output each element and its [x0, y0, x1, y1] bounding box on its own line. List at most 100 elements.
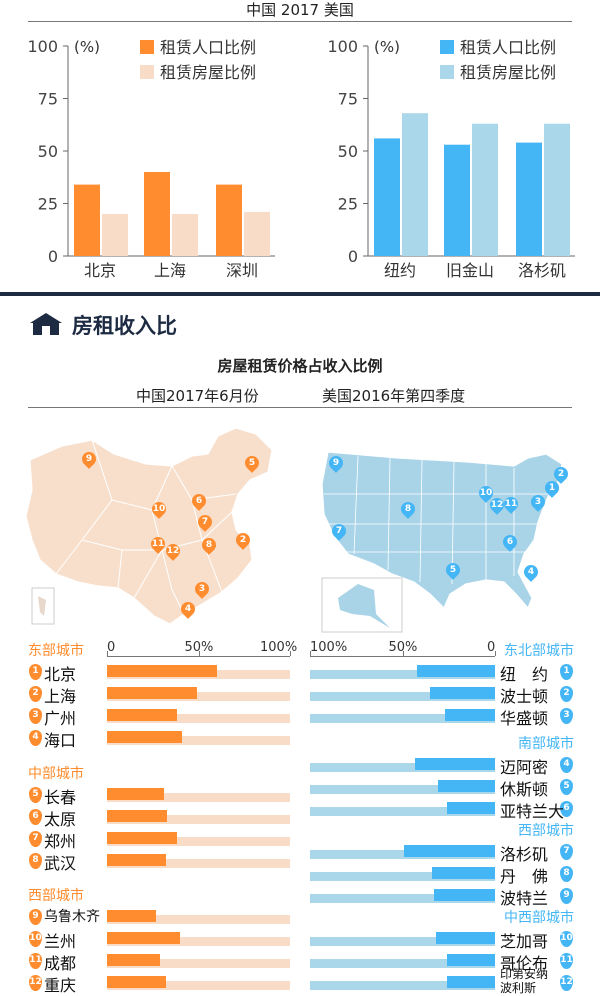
us-y-tick-label: 75 [338, 90, 358, 109]
cn-map-pin: 9 [79, 449, 99, 469]
us-bar-pop [444, 144, 470, 256]
cn-city-badge: 3 [29, 708, 42, 724]
top-header: 中国 2017 美国 [246, 1, 354, 19]
cn-ratio-track [107, 959, 290, 968]
us-map-pin: 5 [443, 560, 463, 580]
us-map-pin: 8 [398, 499, 418, 519]
us-ratio-track [310, 785, 495, 794]
cn-map-pin-number: 2 [239, 535, 247, 545]
us-category-label: 旧金山 [446, 261, 494, 280]
us-city-label: 波特兰 [500, 889, 549, 908]
us-category-label: 纽约 [384, 261, 416, 280]
cn-ratio-bar [107, 709, 177, 721]
cn-y-tick-label: 0 [48, 247, 58, 266]
cn-legend-label-pop: 租赁人口比例 [160, 38, 256, 57]
us-ratio-axis-tick [402, 651, 404, 656]
us-city-label: 洛杉矶 [500, 845, 549, 864]
cn-ratio-axis-label: 100% [260, 640, 298, 655]
cn-ratio-bar [107, 832, 177, 844]
us-ratio-track [310, 670, 495, 679]
us-map-pin-number: 3 [534, 497, 542, 507]
us-city-label: 丹 佛 [500, 867, 549, 886]
cn-city-label: 北京 [44, 665, 77, 684]
us-city-badge: 1 [560, 664, 573, 680]
cn-map-pin-number: 11 [151, 539, 165, 549]
us-ratio-track [310, 894, 495, 903]
us-region-label: 西部城市 [518, 823, 574, 839]
us-legend-label-house: 租赁房屋比例 [460, 63, 556, 82]
us-city-label: 波士顿 [500, 687, 549, 706]
cn-map-pin-number: 12 [166, 546, 180, 556]
cn-map-pin: 3 [192, 579, 212, 599]
cn-map-pin: 6 [189, 491, 209, 511]
cn-ratio-axis-tick [198, 651, 200, 656]
cn-period: 中国2017年6月份 [136, 387, 259, 405]
us-bar-house [472, 123, 498, 256]
cn-ratio-bar [107, 810, 167, 822]
cn-ratio-bar [107, 731, 182, 743]
us-category-label: 洛杉矶 [518, 261, 566, 280]
cn-y-tick-label: 75 [38, 90, 58, 109]
us-ratio-bar [447, 954, 495, 966]
cn-legend-swatch-pop [140, 40, 154, 54]
us-ratio-axis-tick [495, 651, 496, 656]
us-ratio-bar [404, 845, 495, 857]
cn-y-tick-label: 100 [27, 37, 58, 56]
cn-ratio-track [107, 859, 290, 868]
china-map [22, 420, 280, 630]
us-map-shape [321, 451, 563, 610]
cn-region-label: 中部城市 [28, 766, 84, 782]
cn-ratio-bar [107, 954, 160, 966]
us-legend-label-pop: 租赁人口比例 [460, 38, 556, 57]
us-region-label: 中西部城市 [504, 910, 574, 926]
cn-city-label: 广州 [44, 709, 77, 728]
us-y-tick-label: 100 [327, 37, 358, 56]
cn-city-label: 郑州 [44, 832, 77, 851]
cn-map-pin: 8 [199, 535, 219, 555]
cn-city-badge: 10 [29, 931, 42, 947]
us-ratio-track [310, 959, 495, 968]
cn-city-badge: 7 [29, 831, 42, 847]
section-band [0, 292, 600, 296]
cn-city-label: 长春 [44, 788, 77, 807]
cn-city-label: 太原 [44, 810, 77, 829]
cn-bar-house [244, 211, 270, 256]
us-map-pin-number: 6 [506, 537, 514, 547]
cn-city-label: 乌鲁木齐 [44, 909, 100, 925]
cn-ratio-bar [107, 687, 197, 699]
us-period: 美国2016年第四季度 [322, 387, 466, 405]
cn-region-label: 东部城市 [28, 643, 84, 659]
us-map-pin: 3 [528, 492, 548, 512]
us-y-tick-label: 50 [338, 142, 358, 161]
us-map-pin: 7 [329, 521, 349, 541]
cn-ratio-track [107, 815, 290, 824]
us-ratio-bar [447, 976, 495, 988]
us-legend-swatch-house [440, 65, 454, 79]
cn-city-badge: 8 [29, 853, 42, 869]
cn-map-pin: 7 [195, 512, 215, 532]
cn-city-label: 海口 [44, 731, 77, 750]
us-ratio-track [310, 692, 495, 701]
us-ratio-bar [438, 780, 495, 792]
us-bar-house [402, 113, 428, 256]
cn-city-badge: 6 [29, 809, 42, 825]
us-ratio-track [310, 763, 495, 772]
us-city-label: 纽 约 [500, 665, 549, 684]
us-y-unit: (%) [374, 38, 400, 56]
cn-y-unit: (%) [74, 38, 100, 56]
us-city-badge: 10 [560, 931, 573, 947]
us-city-label: 哥伦布 [500, 954, 549, 973]
us-map-pin: 2 [551, 464, 571, 484]
us-ratio-bar [436, 932, 495, 944]
cn-city-badge: 1 [29, 664, 42, 680]
us-ratio-bar [417, 665, 495, 677]
us-y-tick-label: 25 [338, 195, 358, 214]
us-map-pin-number: 11 [504, 499, 518, 509]
cn-ratio-axis-tick [290, 651, 291, 656]
cn-map-pin: 10 [149, 499, 169, 519]
cn-ratio-bar [107, 665, 217, 677]
cn-ratio-track [107, 714, 290, 723]
cn-map-pin: 12 [163, 541, 183, 561]
